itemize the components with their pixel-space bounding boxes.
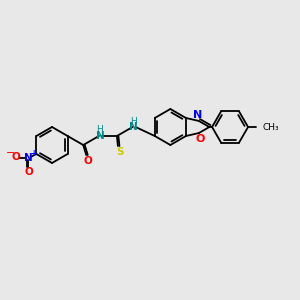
Text: N: N (24, 153, 33, 163)
Text: O: O (24, 167, 33, 177)
Text: +: + (30, 149, 36, 158)
Text: O: O (195, 134, 205, 144)
Text: N: N (193, 110, 203, 120)
Text: S: S (116, 147, 124, 157)
Text: H: H (130, 116, 137, 125)
Text: O: O (11, 152, 20, 162)
Text: N: N (129, 122, 138, 132)
Text: −: − (6, 148, 15, 158)
Text: CH₃: CH₃ (262, 122, 279, 131)
Text: O: O (84, 156, 93, 166)
Text: H: H (97, 125, 103, 134)
Text: N: N (95, 131, 104, 141)
